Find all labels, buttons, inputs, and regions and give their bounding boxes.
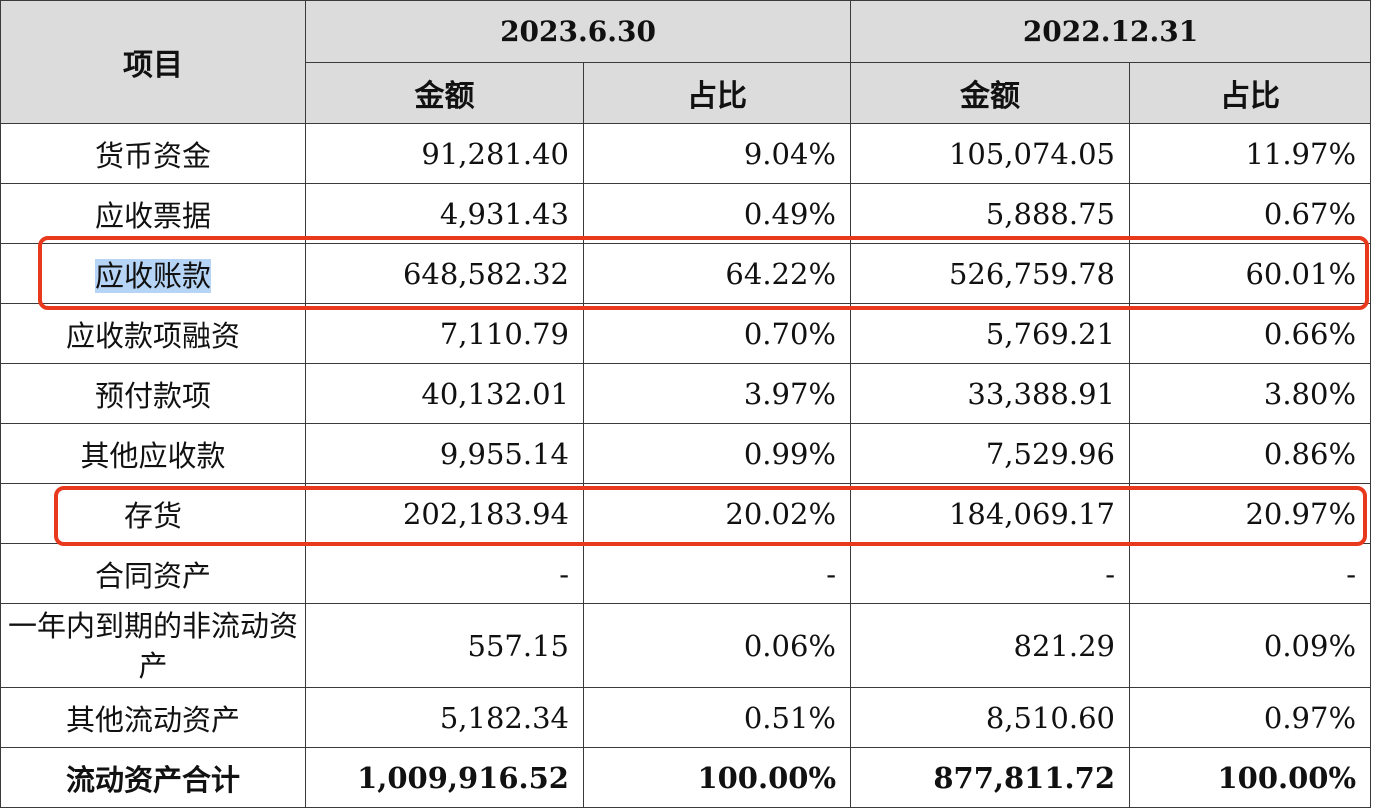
total-ratio-2022: 100.00% [1128,747,1372,808]
table-row: 货币资金 91,281.40 9.04% 105,074.05 11.97% [0,123,1372,184]
header-date-2023: 2023.6.30 [305,0,851,63]
row-item: 应收账款 [0,243,306,304]
table-row-inventory: 存货 202,183.94 20.02% 184,069.17 20.97% [0,483,1372,544]
row-ratio-2022: 0.09% [1128,603,1372,688]
table-row-accounts-receivable: 应收账款 648,582.32 64.22% 526,759.78 60.01% [0,243,1372,304]
total-row: 流动资产合计 1,009,916.52 100.00% 877,811.72 1… [0,747,1372,808]
row-amount-2023: 9,955.14 [305,423,584,484]
row-ratio-2023: 0.70% [583,303,851,364]
row-ratio-2023: 20.02% [583,483,851,544]
row-amount-2023: 4,931.43 [305,183,584,244]
row-ratio-2023: 0.49% [583,183,851,244]
row-ratio-2022: 60.01% [1128,243,1372,304]
table-row: 其他流动资产 5,182.34 0.51% 8,510.60 0.97% [0,687,1372,748]
row-amount-2022: 7,529.96 [850,423,1130,484]
row-ratio-2022: 0.66% [1128,303,1372,364]
row-ratio-2022: 3.80% [1128,363,1372,424]
table-row: 一年内到期的非流动资产 557.15 0.06% 821.29 0.09% [0,603,1372,688]
row-amount-2022: 526,759.78 [850,243,1130,304]
row-amount-2023: 40,132.01 [305,363,584,424]
row-amount-2023: 5,182.34 [305,687,584,748]
row-ratio-2023: 64.22% [583,243,851,304]
table-row: 其他应收款 9,955.14 0.99% 7,529.96 0.86% [0,423,1372,484]
row-amount-2022: 5,888.75 [850,183,1130,244]
row-amount-2022: 821.29 [850,603,1130,688]
row-amount-2023: - [305,543,584,604]
total-amount-2023: 1,009,916.52 [305,747,584,808]
row-ratio-2022: 0.67% [1128,183,1372,244]
selected-text[interactable]: 应收账款 [94,258,211,293]
row-item: 存货 [0,483,306,544]
row-amount-2023: 91,281.40 [305,123,584,184]
header-ratio-2022: 占比 [1128,62,1372,124]
row-amount-2022: 5,769.21 [850,303,1130,364]
header-amount-2022: 金额 [850,62,1130,124]
header-item: 项目 [0,0,306,124]
row-ratio-2022: 20.97% [1128,483,1372,544]
row-ratio-2022: 0.97% [1128,687,1372,748]
row-ratio-2023: 0.06% [583,603,851,688]
row-item: 一年内到期的非流动资产 [0,603,306,688]
row-item: 应收票据 [0,183,306,244]
row-amount-2023: 557.15 [305,603,584,688]
row-amount-2022: - [850,543,1130,604]
row-ratio-2023: 0.51% [583,687,851,748]
header-row-sub: 金额 占比 金额 占比 [1,62,1372,124]
row-item: 货币资金 [0,123,306,184]
row-amount-2023: 202,183.94 [305,483,584,544]
header-row-dates: 项目 2023.6.30 2022.12.31 [0,0,1372,124]
row-item: 预付款项 [0,363,306,424]
row-item: 合同资产 [0,543,306,604]
header-amount-2023: 金额 [305,62,584,124]
row-amount-2023: 7,110.79 [305,303,584,364]
row-amount-2022: 184,069.17 [850,483,1130,544]
row-ratio-2022: 0.86% [1128,423,1372,484]
row-ratio-2023: - [583,543,851,604]
row-ratio-2023: 9.04% [583,123,851,184]
row-ratio-2022: - [1128,543,1372,604]
row-amount-2022: 8,510.60 [850,687,1130,748]
total-amount-2022: 877,811.72 [850,747,1130,808]
table-row: 应收款项融资 7,110.79 0.70% 5,769.21 0.66% [0,303,1372,364]
total-item: 流动资产合计 [0,747,306,808]
row-ratio-2022: 11.97% [1128,123,1372,184]
total-ratio-2023: 100.00% [583,747,851,808]
row-item: 其他应收款 [0,423,306,484]
row-ratio-2023: 3.97% [583,363,851,424]
row-amount-2022: 105,074.05 [850,123,1130,184]
row-amount-2023: 648,582.32 [305,243,584,304]
row-item: 其他流动资产 [0,687,306,748]
row-ratio-2023: 0.99% [583,423,851,484]
table-row: 预付款项 40,132.01 3.97% 33,388.91 3.80% [0,363,1372,424]
table-row: 应收票据 4,931.43 0.49% 5,888.75 0.67% [0,183,1372,244]
row-item: 应收款项融资 [0,303,306,364]
row-amount-2022: 33,388.91 [850,363,1130,424]
header-ratio-2023: 占比 [583,62,851,124]
table-row: 合同资产 - - - - [0,543,1372,604]
header-date-2022: 2022.12.31 [849,0,1372,63]
